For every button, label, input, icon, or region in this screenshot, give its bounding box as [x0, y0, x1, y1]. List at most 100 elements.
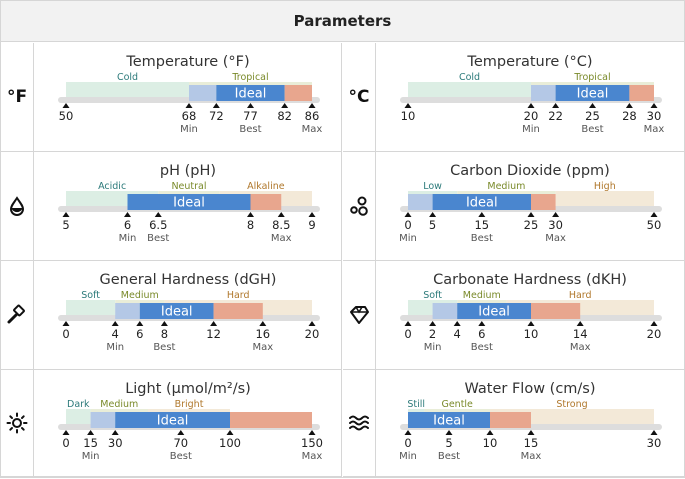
parameter-title: General Hardness (dGH) — [100, 272, 277, 288]
tick-sublabel: Best — [471, 342, 493, 353]
tick-marker — [552, 212, 560, 217]
tick-sublabel: Min — [106, 342, 124, 353]
tick-label: 0 — [62, 436, 69, 450]
range-segment — [189, 85, 217, 101]
tick-marker — [210, 321, 218, 326]
ideal-segment — [555, 85, 630, 101]
zone-label: Medium — [463, 290, 501, 301]
tick-marker — [527, 321, 535, 326]
tick-marker — [308, 321, 316, 326]
tick-label: 5 — [429, 218, 436, 232]
tick-label: 70 — [173, 436, 188, 450]
tick-label: 50 — [647, 218, 662, 232]
co2-bubbles-icon — [343, 152, 376, 260]
ideal-segment — [457, 303, 531, 319]
tick-marker — [527, 212, 535, 217]
tick-label: 86 — [305, 109, 320, 123]
zone-label: Hard — [569, 290, 592, 301]
parameter-title: pH (pH) — [160, 163, 216, 179]
tick-marker — [650, 430, 658, 435]
range-segment — [90, 412, 116, 428]
tick-marker — [154, 212, 162, 217]
tick-sublabel: Best — [153, 342, 175, 353]
zone-label: Cold — [459, 72, 480, 83]
tick-label: 16 — [255, 327, 270, 341]
tick-label: 30 — [548, 218, 563, 232]
parameter-title: Light (µmol/m²/s) — [125, 381, 251, 397]
parameter-title: Temperature (°F) — [125, 54, 249, 70]
range-segment — [408, 194, 433, 210]
diamond-icon — [343, 261, 376, 369]
tick-label: 150 — [301, 436, 323, 450]
zone-label: Low — [423, 181, 442, 192]
zone-label: Medium — [121, 290, 159, 301]
tick-marker — [136, 321, 144, 326]
tick-label: 4 — [112, 327, 119, 341]
ideal-label: Ideal — [478, 305, 510, 320]
tick-label: 15 — [474, 218, 489, 232]
tick-label: 6 — [124, 218, 131, 232]
zone-label: High — [594, 181, 616, 192]
tick-sublabel: Best — [581, 124, 603, 135]
tick-marker — [625, 103, 633, 108]
hammer-icon — [1, 261, 34, 369]
tick-sublabel: Max — [302, 124, 323, 135]
tick-marker — [308, 430, 316, 435]
zone-label: Medium — [487, 181, 525, 192]
over-segment — [284, 85, 312, 101]
tick-label: 2 — [429, 327, 436, 341]
tick-label: 10 — [401, 109, 416, 123]
tick-label: 20 — [305, 327, 320, 341]
tick-label: 100 — [219, 436, 241, 450]
water-waves-icon — [343, 370, 376, 476]
tick-marker — [404, 103, 412, 108]
parameter-scale: Carbonate Hardness (dKH) Soft Medium Hard Id… — [400, 272, 662, 353]
zone-label: Medium — [100, 399, 138, 410]
tick-marker — [650, 212, 658, 217]
parameter-title: Temperature (°C) — [466, 54, 592, 70]
tick-sublabel: Min — [399, 451, 417, 462]
tick-label: 25 — [585, 109, 600, 123]
tick-sublabel: Min — [82, 451, 100, 462]
tick-marker — [453, 321, 461, 326]
tick-sublabel: Max — [302, 451, 323, 462]
tick-marker — [576, 321, 584, 326]
zone-band — [555, 191, 654, 209]
sun-icon — [1, 370, 34, 476]
ideal-label: Ideal — [577, 87, 609, 102]
over-segment — [531, 194, 556, 210]
tick-sublabel: Min — [399, 233, 417, 244]
tick-sublabel: Max — [570, 342, 591, 353]
zone-label: Cold — [117, 72, 138, 83]
fahrenheit-icon: °F — [1, 43, 34, 151]
celsius-icon: °C — [343, 43, 376, 151]
tick-marker — [185, 103, 193, 108]
tick-label: 0 — [404, 436, 411, 450]
tick-marker — [247, 212, 254, 217]
zone-label: Tropical — [573, 72, 610, 83]
tick-marker — [259, 321, 267, 326]
parameter-card: Carbon Dioxide (ppm) Low Medium High Ideal 0 M… — [343, 152, 684, 261]
parameter-scale: Carbon Dioxide (ppm)Low Medium HighIdeal0M… — [399, 163, 662, 244]
parameter-card: °C Temperature (°C) Cold Tropical Ideal 10 20 M… — [343, 43, 684, 152]
zone-label: Strong — [556, 399, 587, 410]
tick-label: 4 — [454, 327, 461, 341]
tick-marker — [62, 212, 70, 217]
tick-marker — [404, 321, 412, 326]
tick-label: 72 — [209, 109, 224, 123]
tick-sublabel: Best — [170, 451, 192, 462]
zone-label: Bright — [175, 399, 204, 410]
tick-label: 30 — [108, 436, 123, 450]
tick-label: 8 — [161, 327, 168, 341]
parameter-title: Carbonate Hardness (dKH) — [433, 272, 627, 288]
range-segment — [115, 303, 140, 319]
over-segment — [250, 194, 282, 210]
over-segment — [230, 412, 312, 428]
zone-band — [66, 82, 189, 100]
tick-marker — [87, 430, 95, 435]
tick-marker — [160, 321, 168, 326]
tick-marker — [281, 103, 289, 108]
zone-label: Gentle — [441, 399, 473, 410]
over-segment — [531, 303, 581, 319]
